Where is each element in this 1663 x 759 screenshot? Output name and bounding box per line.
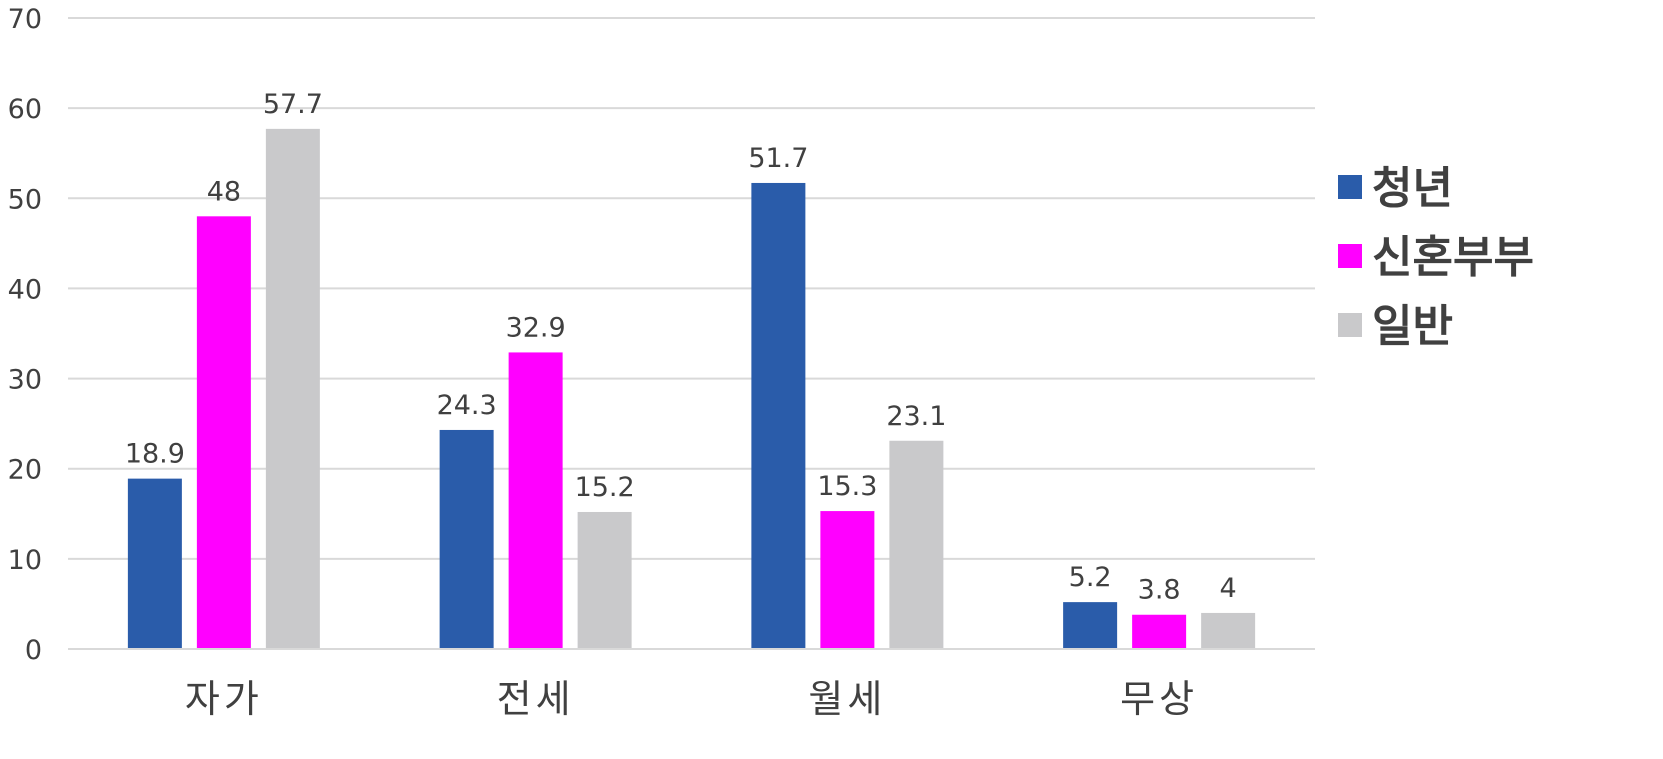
data-label: 32.9 <box>506 312 566 343</box>
data-label: 5.2 <box>1069 562 1112 593</box>
data-label: 48 <box>207 176 241 207</box>
data-label: 24.3 <box>437 390 497 421</box>
legend-label: 청년 <box>1372 163 1453 214</box>
bar-3-2 <box>820 511 875 649</box>
bar-2-2 <box>508 352 563 649</box>
bar-4-3 <box>1201 612 1256 649</box>
data-label: 23.1 <box>886 401 946 432</box>
y-tick-label: 10 <box>8 545 42 576</box>
data-label: 57.7 <box>263 89 323 120</box>
data-label: 15.3 <box>817 471 877 502</box>
data-label: 15.2 <box>575 472 635 503</box>
data-label: 3.8 <box>1138 575 1181 606</box>
data-labels: 18.9 48 57.7 24.3 32.9 15.2 51.7 15.3 23.1 5.2 3.8… <box>125 89 1237 606</box>
x-axis: 자가 전세 월세 무상 <box>68 648 1315 721</box>
x-category-label: 무상 <box>1120 677 1198 721</box>
data-label: 4 <box>1220 573 1237 604</box>
bar-3-3 <box>889 440 944 649</box>
y-tick-label: 40 <box>8 274 42 305</box>
legend-swatch <box>1338 313 1362 337</box>
y-tick-label: 0 <box>25 635 42 666</box>
bar-1-1 <box>127 478 182 649</box>
gridlines <box>68 17 1315 650</box>
y-tick-label: 20 <box>8 455 42 486</box>
legend-label: 일반 <box>1372 301 1453 352</box>
bar-4-2 <box>1132 614 1187 649</box>
x-category-label: 전세 <box>497 677 575 721</box>
legend-swatch <box>1338 244 1362 268</box>
bar-2-3 <box>577 511 632 649</box>
data-label: 51.7 <box>748 143 808 174</box>
x-category-label: 월세 <box>808 677 886 721</box>
y-axis: 0 10 20 30 40 50 60 70 <box>8 4 42 666</box>
y-tick-label: 30 <box>8 365 42 396</box>
bars <box>127 128 1256 650</box>
y-tick-label: 60 <box>8 94 42 125</box>
data-label: 18.9 <box>125 439 185 470</box>
bar-1-3 <box>265 128 320 649</box>
legend-label: 신혼부부 <box>1372 232 1534 283</box>
bar-4-1 <box>1063 602 1118 649</box>
y-tick-label: 50 <box>8 184 42 215</box>
x-category-label: 자가 <box>185 677 263 721</box>
bar-3-1 <box>751 182 806 649</box>
bar-1-2 <box>196 216 251 650</box>
y-tick-label: 70 <box>8 4 42 35</box>
bar-2-1 <box>439 429 494 649</box>
legend-swatch <box>1338 175 1362 199</box>
